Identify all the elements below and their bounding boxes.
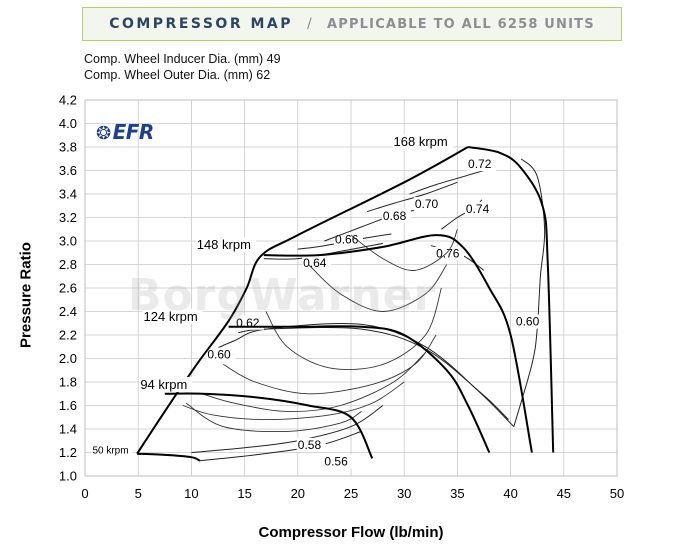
efficiency-label-bg: [206, 347, 236, 362]
banner-separator: /: [307, 16, 313, 32]
efficiency-label-bg: [514, 314, 544, 329]
speed-line-label: 168 krpm: [394, 134, 448, 149]
speed-line-label-bg: [91, 444, 133, 457]
banner-title: COMPRESSOR MAP: [109, 16, 294, 32]
y-tick-label: 2.4: [59, 304, 77, 319]
x-tick-label: 30: [397, 486, 411, 501]
speed-line-label-bg: [139, 377, 193, 393]
speed-line: [467, 146, 555, 453]
speed-line-label: 148 krpm: [197, 237, 251, 252]
efficiency-line: [513, 158, 546, 427]
x-tick-label: 0: [81, 486, 88, 501]
efficiency-contour: [265, 287, 442, 370]
x-tick-label: 20: [291, 486, 305, 501]
efficiency-contour: [350, 229, 458, 271]
speed-line-label: 124 krpm: [144, 309, 198, 324]
speed-line: [263, 234, 533, 453]
x-tick-label: 35: [450, 486, 464, 501]
y-axis-label: Pressure Ratio: [17, 242, 35, 348]
spec-outer: Comp. Wheel Outer Dia. (mm) 62: [84, 68, 271, 82]
efficiency-label: 0.68: [383, 209, 407, 223]
efficiency-label-bg: [381, 208, 411, 223]
x-tick-label: 40: [503, 486, 517, 501]
efficiency-line: [238, 327, 509, 420]
y-tick-label: 1.4: [59, 422, 77, 437]
speed-line: [228, 325, 491, 453]
efficiency-label: 0.72: [468, 157, 492, 171]
x-axis-label: Compressor Flow (lb/min): [258, 524, 444, 541]
y-tick-label: 1.0: [59, 469, 77, 484]
speed-line-label-bg: [142, 308, 203, 324]
efficiency-label: 0.58: [298, 438, 322, 452]
watermark: BorgWarner: [128, 270, 437, 321]
efficiency-label-bg: [296, 437, 326, 452]
efficiency-contour: [201, 352, 426, 412]
y-tick-label: 4.0: [59, 116, 77, 131]
speed-line: [164, 392, 374, 459]
efficiency-label: 0.66: [335, 232, 359, 246]
efficiency-label-bg: [467, 157, 496, 172]
efficiency-contour: [308, 264, 448, 312]
x-tick-label: 25: [344, 486, 358, 501]
efficiency-line: [199, 430, 362, 462]
x-tick-label: 10: [184, 486, 198, 501]
efficiency-contour: [185, 402, 362, 432]
y-tick-label: 1.8: [59, 375, 77, 390]
y-tick-label: 3.0: [59, 234, 77, 249]
speed-line-label: 94 krpm: [140, 377, 187, 392]
y-tick-label: 1.2: [59, 445, 77, 460]
efficiency-line: [409, 170, 485, 195]
efficiency-line: [366, 181, 458, 213]
speed-line-label-bg: [195, 237, 256, 253]
efficiency-label: 0.74: [466, 202, 490, 216]
speed-line-label-bg: [392, 133, 453, 149]
efficiency-label-bg: [302, 255, 331, 270]
y-tick-label: 2.0: [59, 351, 77, 366]
x-tick-label: 15: [237, 486, 251, 501]
y-tick-label: 3.2: [59, 210, 77, 225]
spec-inducer: Comp. Wheel Inducer Dia. (mm) 49: [84, 52, 281, 66]
efficiency-label-bg: [323, 454, 353, 469]
x-tick-label: 5: [135, 486, 142, 501]
y-tick-label: 3.4: [59, 187, 77, 202]
title-banner: COMPRESSOR MAP / APPLICABLE TO ALL 6258 …: [82, 7, 622, 41]
efficiency-label: 0.56: [324, 454, 348, 468]
efr-logo: ❂ EFR: [96, 120, 154, 144]
y-tick-label: 3.6: [59, 163, 77, 178]
efficiency-label-bg: [334, 232, 363, 247]
efficiency-label: 0.60: [516, 315, 540, 329]
y-tick-label: 2.2: [59, 328, 77, 343]
efficiency-label: 0.64: [303, 256, 327, 270]
efficiency-label: 0.60: [207, 348, 231, 362]
y-tick-label: 3.8: [59, 140, 77, 155]
efficiency-label-bg: [413, 197, 443, 212]
speed-line: [137, 452, 201, 462]
efficiency-label-bg: [464, 201, 494, 216]
logo-text: EFR: [112, 120, 155, 144]
y-tick-label: 4.2: [59, 93, 77, 108]
x-tick-label: 50: [610, 486, 624, 501]
y-tick-label: 2.6: [59, 281, 77, 296]
efficiency-contour: [223, 334, 437, 395]
y-tick-label: 2.8: [59, 257, 77, 272]
y-tick-label: 1.6: [59, 398, 77, 413]
efficiency-line: [324, 207, 426, 242]
banner-subtitle: APPLICABLE TO ALL 6258 UNITS: [326, 16, 595, 32]
efficiency-label: 0.70: [415, 197, 439, 211]
efficiency-contour: [182, 381, 405, 421]
swirl-logo-icon: ❂: [96, 123, 111, 144]
x-tick-label: 45: [557, 486, 571, 501]
speed-line-label: 50 krpm: [92, 446, 128, 457]
